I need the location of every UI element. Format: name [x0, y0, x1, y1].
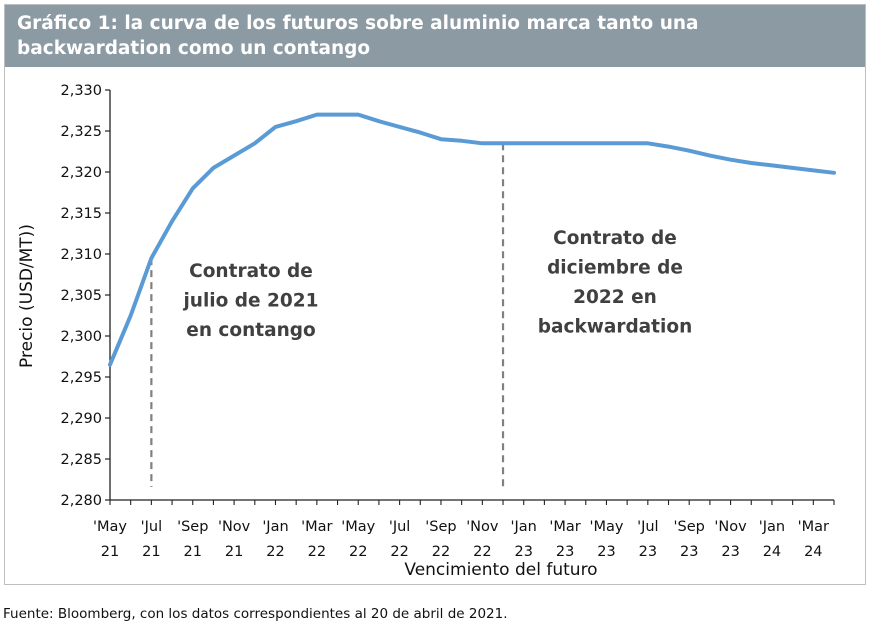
chart-title: Gráfico 1: la curva de los futuros sobre… — [5, 5, 865, 67]
y-tick-label: 2,310 — [60, 247, 102, 263]
x-tick-label: 'May — [93, 519, 127, 535]
reference-markers — [150, 143, 505, 487]
y-tick-label: 2,315 — [60, 206, 102, 222]
x-tick-label: 24 — [763, 544, 781, 560]
annotation-text: Contrato de — [553, 228, 677, 249]
x-tick-label: 21 — [184, 544, 202, 560]
x-tick-label: 'Nov — [218, 519, 251, 535]
series-lines — [108, 112, 836, 367]
x-tick-label: 'Jan — [511, 519, 537, 535]
x-axis-title: Vencimiento del futuro — [404, 560, 597, 580]
x-tick-label: 21 — [101, 544, 119, 560]
x-tick-label: 'Jan — [759, 519, 785, 535]
y-tick-label: 2,290 — [60, 411, 102, 427]
x-tick-label: 'Jan — [262, 519, 288, 535]
x-tick-label: 22 — [349, 544, 367, 560]
y-tick-label: 2,330 — [60, 83, 102, 99]
x-tick-label: 'Jul — [389, 519, 410, 535]
x-tick-label: 'Mar — [301, 519, 332, 535]
annotation-text: 2022 en — [573, 287, 657, 308]
x-tick-label: 22 — [266, 544, 284, 560]
x-tick-label: 23 — [556, 544, 574, 560]
annotations: Contrato de julio de 2021 en contango Contr… — [182, 228, 692, 341]
annotation-text: backwardation — [538, 317, 693, 338]
y-tick-label: 2,320 — [60, 165, 102, 181]
y-tick-label: 2,325 — [60, 124, 102, 140]
x-tick-label: 'Sep — [674, 519, 705, 535]
y-axis: 2,330 2,325 2,320 2,315 2,310 2,305 2,300 2,295… — [60, 83, 111, 509]
y-tick-label: 2,300 — [60, 329, 102, 345]
y-tick-label: 2,280 — [60, 493, 102, 509]
x-tick-label: 24 — [804, 544, 822, 560]
x-tick-label: 'May — [341, 519, 375, 535]
x-tick-label: 'Jul — [637, 519, 658, 535]
x-tick-label: 'Jul — [141, 519, 162, 535]
annotation-text: diciembre de — [547, 258, 683, 279]
x-tick-label: 23 — [597, 544, 615, 560]
x-tick-label: 23 — [639, 544, 657, 560]
x-tick-label: 22 — [473, 544, 491, 560]
x-tick-label: 22 — [308, 544, 326, 560]
y-tick-label: 2,295 — [60, 370, 102, 386]
x-tick-label: 'May — [589, 519, 623, 535]
x-tick-label: 'Nov — [714, 519, 747, 535]
x-tick-label: 21 — [225, 544, 243, 560]
x-tick-label: 22 — [390, 544, 408, 560]
x-tick-label: 23 — [721, 544, 739, 560]
x-tick-label: 23 — [514, 544, 532, 560]
annotation-text: Contrato de — [189, 261, 313, 282]
x-tick-label: 22 — [432, 544, 450, 560]
x-tick-label: 'Sep — [425, 519, 456, 535]
annotation-text: en contango — [186, 320, 315, 341]
x-axis: 'May 21 'Jul 21 'Sep 21 'Nov 21 'Jan 22 'Mar 22 'May… — [93, 499, 835, 560]
x-tick-label: 'Mar — [798, 519, 829, 535]
y-axis-title: Precio (USD/MT)) — [17, 224, 37, 368]
y-tick-label: 2,285 — [60, 452, 102, 468]
x-tick-label: 21 — [142, 544, 160, 560]
y-tick-label: 2,305 — [60, 288, 102, 304]
x-tick-label: 'Nov — [466, 519, 499, 535]
source-note: Fuente: Bloomberg, con los datos corresp… — [3, 606, 508, 622]
annotation-text: julio de 2021 — [182, 291, 318, 312]
x-tick-label: 'Mar — [549, 519, 580, 535]
series-line — [108, 112, 836, 367]
chart-frame: Gráfico 1: la curva de los futuros sobre… — [4, 4, 866, 585]
x-tick-label: 'Sep — [177, 519, 208, 535]
x-tick-label: 23 — [680, 544, 698, 560]
